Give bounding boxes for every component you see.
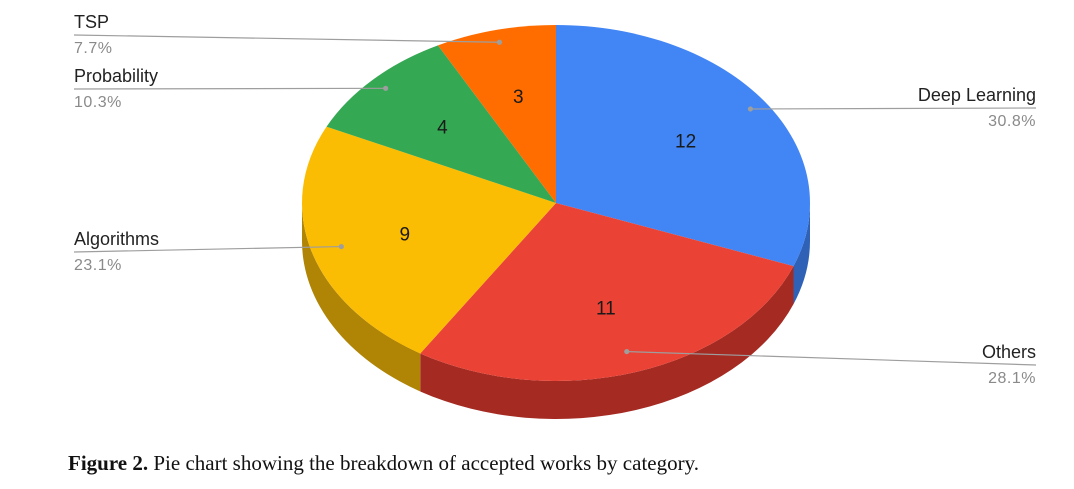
figure-caption: Figure 2. Pie chart showing the breakdow… (68, 451, 699, 476)
leader-dot-tsp (496, 39, 503, 45)
legend-percent-deep-learning: 30.8% (988, 113, 1036, 130)
legend-label-deep-learning: Deep Learning (918, 85, 1036, 105)
leader-line-deep-learning (750, 107, 1037, 110)
leader-line-probability (73, 87, 386, 90)
legend-percent-tsp: 7.7% (74, 40, 112, 57)
leader-line-tsp (73, 34, 500, 43)
slice-probability[interactable] (326, 45, 556, 204)
leader-line-algorithms (73, 245, 342, 253)
slice-value-probability: 4 (437, 118, 448, 139)
pie-depth-walls (302, 203, 810, 420)
slice-deep-learning[interactable] (556, 25, 811, 267)
leader-dot-others (624, 348, 630, 355)
legend-percent-others: 28.1% (988, 370, 1036, 387)
leader-dot-algorithms (338, 243, 344, 250)
slice-value-deep-learning: 12 (675, 131, 696, 152)
legend-label-others: Others (982, 342, 1036, 362)
slice-wall-algorithms (302, 203, 421, 392)
slice-value-tsp: 3 (513, 87, 524, 108)
slice-wall-others (420, 266, 794, 420)
leader-dot-probability (383, 85, 389, 91)
figure-caption-label: Figure 2. (68, 451, 149, 475)
figure-caption-text: Pie chart showing the breakdown of accep… (153, 451, 699, 475)
slice-algorithms[interactable] (301, 126, 556, 354)
slice-others[interactable] (420, 203, 794, 382)
legend-label-probability: Probability (74, 66, 158, 86)
slice-value-algorithms: 9 (399, 225, 410, 246)
pie-slices (301, 25, 811, 382)
slice-value-others: 11 (596, 299, 616, 320)
leader-line-others (626, 350, 1037, 366)
slice-tsp[interactable] (437, 25, 556, 203)
legend-label-algorithms: Algorithms (74, 229, 159, 249)
legend-percent-probability: 10.3% (74, 94, 122, 111)
slice-wall-deep-learning (793, 203, 810, 305)
leader-dot-deep-learning (747, 106, 754, 112)
legend-labels: Deep Learning 30.8% Others 28.1% Algorithms 2… (74, 12, 1036, 387)
legend-label-tsp: TSP (74, 12, 109, 32)
slice-value-labels: 12 11 9 4 3 (399, 87, 696, 320)
leader-lines (73, 34, 1037, 366)
legend-percent-algorithms: 23.1% (74, 257, 122, 274)
